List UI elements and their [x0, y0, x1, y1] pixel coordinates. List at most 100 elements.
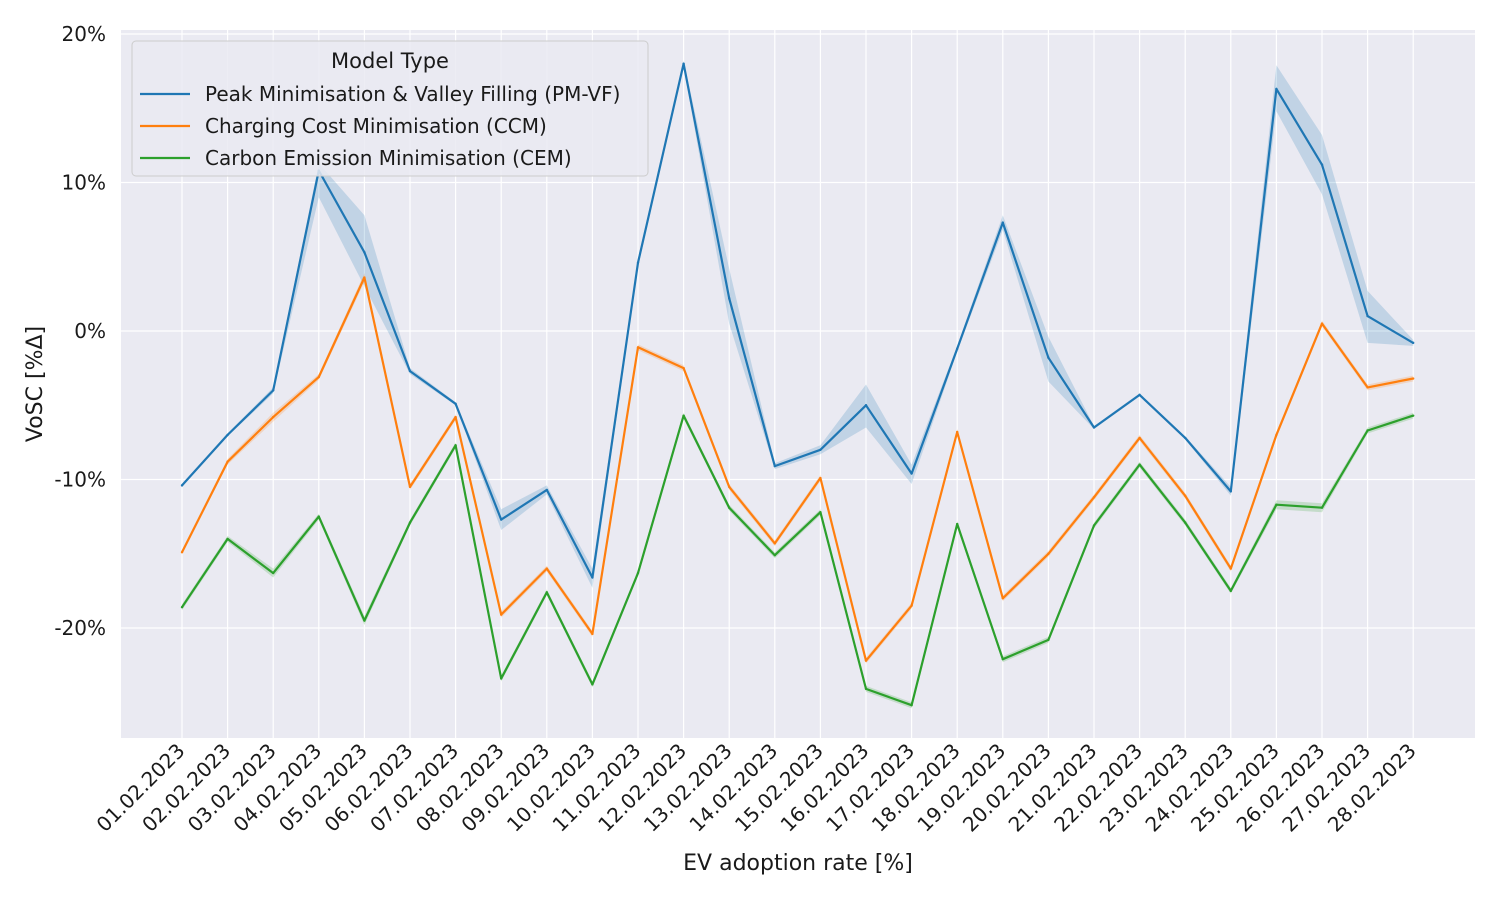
- data-point: [363, 251, 366, 254]
- data-point: [910, 604, 913, 607]
- data-point: [272, 389, 275, 392]
- data-point: [819, 448, 822, 451]
- y-tick-label: -20%: [54, 616, 106, 640]
- data-point: [1275, 87, 1278, 91]
- data-point: [363, 276, 366, 279]
- data-point: [1412, 414, 1415, 417]
- data-point: [1275, 433, 1278, 437]
- data-point: [454, 415, 457, 419]
- data-point: [1047, 552, 1050, 555]
- series-lines: [180, 62, 1415, 707]
- data-point: [180, 484, 184, 487]
- data-point: [1184, 521, 1187, 524]
- data-point: [1047, 356, 1050, 359]
- data-point: [956, 430, 959, 434]
- data-point: [819, 476, 822, 480]
- data-point: [500, 613, 503, 616]
- data-point: [545, 488, 548, 492]
- data-point: [1092, 426, 1096, 429]
- data-point: [363, 619, 366, 622]
- data-point: [773, 554, 776, 557]
- data-point: [408, 485, 412, 489]
- data-point: [1366, 314, 1369, 318]
- legend: Model Type Peak Minimisation & Valley Fi…: [131, 40, 649, 177]
- y-tick-label: 0%: [74, 319, 106, 343]
- data-point: [728, 485, 731, 489]
- data-point: [1184, 436, 1187, 440]
- data-point: [773, 464, 776, 468]
- data-point: [500, 518, 503, 521]
- data-point: [1047, 638, 1050, 642]
- data-point: [1138, 436, 1141, 440]
- data-point: [1138, 463, 1141, 466]
- y-tick-label: -10%: [54, 468, 106, 492]
- data-point: [682, 366, 685, 370]
- data-point: [864, 659, 868, 662]
- data-point: [1001, 597, 1004, 600]
- legend-entry: Charging Cost Minimisation (CCM): [205, 114, 547, 138]
- data-point: [682, 414, 685, 417]
- data-point: [1092, 524, 1096, 527]
- data-point: [272, 571, 275, 575]
- data-point: [956, 347, 959, 351]
- data-point: [910, 472, 913, 475]
- data-point: [317, 375, 320, 379]
- data-point: [636, 261, 640, 264]
- data-point: [1366, 429, 1369, 432]
- data-point: [226, 460, 229, 463]
- data-point: [1320, 506, 1324, 509]
- data-point: [408, 521, 412, 524]
- data-point: [682, 62, 685, 65]
- data-point: [454, 444, 457, 447]
- data-point: [317, 515, 320, 518]
- data-point: [500, 677, 503, 680]
- legend-title: Model Type: [331, 49, 449, 73]
- data-point: [636, 571, 640, 575]
- y-axis-title: VoSC [%Δ]: [23, 326, 48, 442]
- data-point: [545, 567, 548, 570]
- data-point: [773, 542, 776, 545]
- data-point: [1412, 341, 1415, 345]
- legend-entry: Peak Minimisation & Valley Filling (PM-V…: [205, 82, 620, 106]
- series-line-3: [181, 414, 1414, 707]
- data-point: [272, 415, 275, 419]
- data-point: [454, 402, 457, 405]
- data-point: [864, 404, 868, 407]
- data-point: [591, 576, 594, 579]
- data-point: [1092, 496, 1096, 499]
- data-point: [226, 433, 229, 437]
- legend-entry: Carbon Emission Minimisation (CEM): [205, 146, 572, 170]
- series-line-1: [181, 62, 1414, 579]
- data-point: [1320, 163, 1324, 166]
- data-point: [864, 687, 868, 691]
- data-point: [1001, 221, 1004, 224]
- data-point: [1184, 494, 1187, 498]
- y-tick-label: 20%: [62, 22, 106, 46]
- data-point: [636, 346, 640, 349]
- data-point: [545, 591, 548, 594]
- data-point: [180, 551, 184, 554]
- data-point: [1229, 589, 1233, 593]
- x-axis-title: EV adoption rate [%]: [683, 851, 913, 876]
- x-axis-ticks: 01.02.202302.02.202303.02.202304.02.2023…: [92, 739, 1421, 837]
- data-point: [408, 369, 412, 373]
- data-point: [819, 510, 822, 514]
- data-point: [1320, 322, 1324, 325]
- data-point: [910, 704, 913, 707]
- data-point: [1275, 503, 1278, 506]
- data-point: [591, 632, 594, 636]
- data-point: [1229, 490, 1233, 493]
- data-point: [1412, 377, 1415, 380]
- data-point: [1001, 657, 1004, 661]
- data-point: [1229, 567, 1233, 570]
- series-line-2: [181, 276, 1414, 662]
- y-axis-ticks: 20% 10% 0% -10% -20%: [54, 22, 106, 640]
- data-point: [591, 683, 594, 686]
- legend-box: [131, 40, 649, 177]
- y-tick-label: 10%: [62, 171, 106, 195]
- data-point: [728, 506, 731, 509]
- data-point: [1138, 393, 1141, 397]
- data-point: [956, 522, 959, 526]
- data-point: [180, 606, 184, 609]
